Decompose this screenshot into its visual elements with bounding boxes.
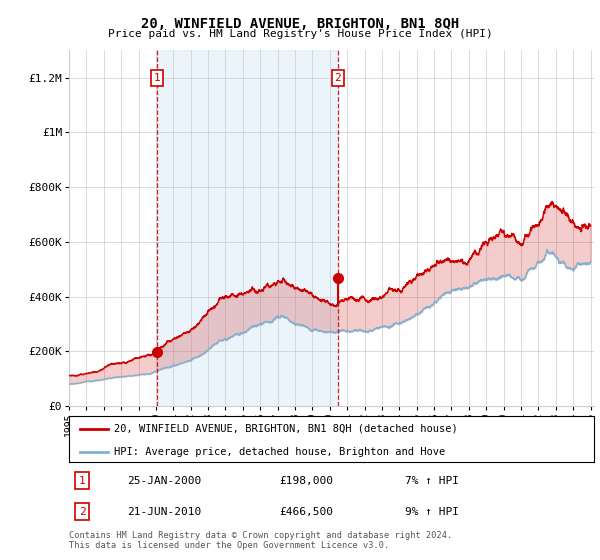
Text: £466,500: £466,500	[279, 507, 333, 517]
Text: 7% ↑ HPI: 7% ↑ HPI	[405, 475, 459, 486]
Text: Price paid vs. HM Land Registry's House Price Index (HPI): Price paid vs. HM Land Registry's House …	[107, 29, 493, 39]
Text: 1: 1	[79, 475, 86, 486]
Text: Contains HM Land Registry data © Crown copyright and database right 2024.
This d: Contains HM Land Registry data © Crown c…	[69, 531, 452, 550]
Text: 21-JUN-2010: 21-JUN-2010	[127, 507, 201, 517]
Text: HPI: Average price, detached house, Brighton and Hove: HPI: Average price, detached house, Brig…	[113, 447, 445, 457]
Text: 20, WINFIELD AVENUE, BRIGHTON, BN1 8QH (detached house): 20, WINFIELD AVENUE, BRIGHTON, BN1 8QH (…	[113, 424, 457, 434]
Text: 25-JAN-2000: 25-JAN-2000	[127, 475, 201, 486]
Bar	[157, 50, 338, 406]
Text: £198,000: £198,000	[279, 475, 333, 486]
Text: 2: 2	[79, 507, 86, 517]
Text: 20, WINFIELD AVENUE, BRIGHTON, BN1 8QH: 20, WINFIELD AVENUE, BRIGHTON, BN1 8QH	[141, 17, 459, 31]
Text: 1: 1	[154, 73, 161, 83]
Text: 2: 2	[335, 73, 341, 83]
Text: 9% ↑ HPI: 9% ↑ HPI	[405, 507, 459, 517]
